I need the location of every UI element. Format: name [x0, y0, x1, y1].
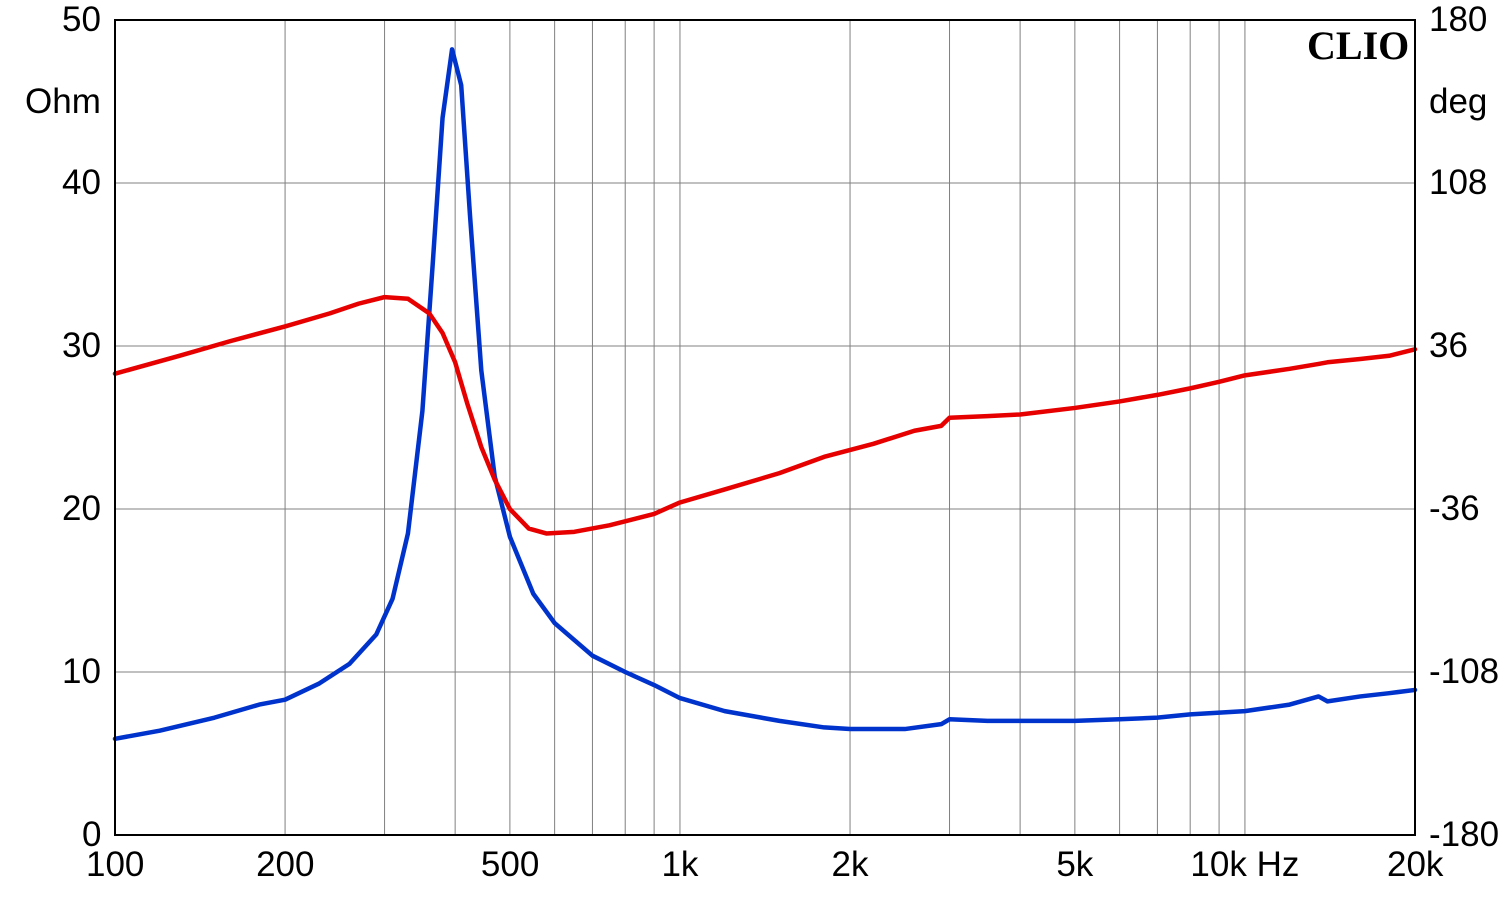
- yright-tick-180: 180: [1429, 0, 1487, 40]
- x-tick-500: 500: [481, 845, 539, 885]
- x-tick-10k Hz: 10k Hz: [1190, 845, 1299, 885]
- clio-watermark: CLIO: [1307, 22, 1409, 69]
- yright-unit-label: deg: [1429, 82, 1487, 122]
- yleft-tick-40: 40: [62, 163, 101, 203]
- yleft-unit-label: Ohm: [25, 82, 101, 122]
- x-tick-5k: 5k: [1056, 845, 1093, 885]
- x-tick-200: 200: [256, 845, 314, 885]
- plot-svg: [0, 0, 1500, 898]
- yright-tick--180: -180: [1429, 815, 1499, 855]
- yright-tick--108: -108: [1429, 652, 1499, 692]
- x-tick-1k: 1k: [661, 845, 698, 885]
- impedance-phase-chart: 1002005001k2k5k10k Hz20k01020304050Ohm-1…: [0, 0, 1500, 898]
- yleft-tick-50: 50: [62, 0, 101, 40]
- yleft-tick-0: 0: [82, 815, 101, 855]
- yright-tick-108: 108: [1429, 163, 1487, 203]
- yright-tick-36: 36: [1429, 326, 1468, 366]
- yleft-tick-10: 10: [62, 652, 101, 692]
- yright-tick--36: -36: [1429, 489, 1480, 529]
- yleft-tick-30: 30: [62, 326, 101, 366]
- yleft-tick-20: 20: [62, 489, 101, 529]
- x-tick-2k: 2k: [832, 845, 869, 885]
